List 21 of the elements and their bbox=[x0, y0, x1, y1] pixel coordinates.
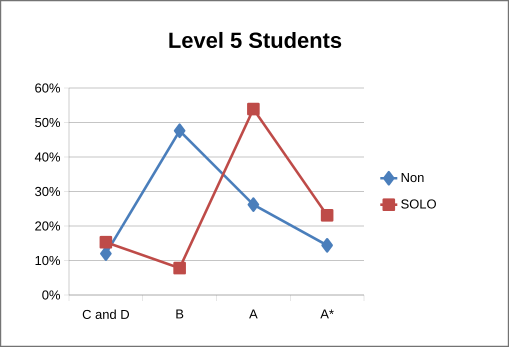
x-tick-label: A* bbox=[320, 310, 334, 318]
y-tick-label: 10% bbox=[36, 256, 60, 266]
chart-title: Level 5 Students bbox=[169, 32, 342, 48]
legend-label: Non bbox=[402, 173, 424, 182]
y-tick-label: 20% bbox=[35, 221, 60, 231]
point bbox=[173, 262, 186, 274]
y-tick-label: 40% bbox=[34, 152, 60, 162]
point bbox=[320, 209, 334, 222]
y-tick-label: 60% bbox=[35, 83, 60, 93]
point bbox=[100, 236, 112, 249]
y-tick-label: 0% bbox=[42, 290, 60, 300]
y-tick-label: 30% bbox=[35, 186, 60, 196]
point bbox=[174, 123, 186, 138]
y-tick-label: 50% bbox=[35, 118, 60, 128]
point bbox=[247, 102, 260, 116]
point bbox=[248, 197, 260, 212]
x-tick-label: C and D bbox=[82, 310, 129, 320]
point bbox=[321, 238, 333, 253]
x-tick-label: A bbox=[249, 310, 258, 318]
x-tick-label: B bbox=[176, 310, 184, 318]
legend-label: SOLO bbox=[401, 199, 436, 209]
